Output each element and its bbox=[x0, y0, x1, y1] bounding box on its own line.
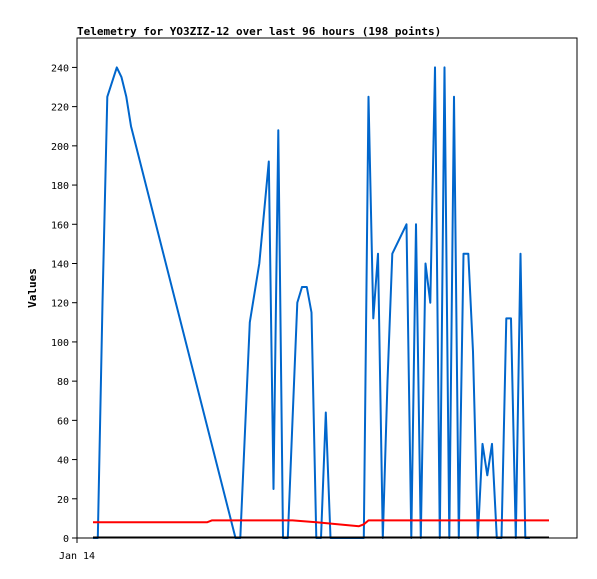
y-tick-label: 240 bbox=[51, 63, 69, 74]
series-line-1 bbox=[93, 66, 530, 539]
y-tick-label: 60 bbox=[57, 416, 69, 427]
y-axis-label: Values bbox=[26, 268, 39, 308]
series-layer bbox=[93, 66, 549, 539]
y-tick-label: 180 bbox=[51, 181, 69, 192]
y-tick-label: 200 bbox=[51, 142, 69, 153]
y-axis-ticks: 0 20 40 60 80 100 120 140 160 180 200 220 240 bbox=[51, 63, 77, 545]
y-tick-label: 160 bbox=[51, 220, 69, 231]
x-tick-label: Jan 14 bbox=[59, 551, 95, 562]
y-tick-label: 80 bbox=[57, 377, 69, 388]
y-tick-label: 140 bbox=[51, 259, 69, 270]
y-tick-label: 0 bbox=[63, 534, 69, 545]
x-axis-ticks: Jan 14 bbox=[59, 538, 95, 562]
y-tick-label: 40 bbox=[57, 456, 69, 467]
y-tick-label: 100 bbox=[51, 338, 69, 349]
y-tick-label: 20 bbox=[57, 495, 69, 506]
chart-title: Telemetry for YO3ZIZ-12 over last 96 hou… bbox=[77, 25, 441, 38]
series-line-2 bbox=[93, 519, 549, 528]
y-tick-label: 220 bbox=[51, 103, 69, 114]
y-tick-label: 120 bbox=[51, 299, 69, 310]
